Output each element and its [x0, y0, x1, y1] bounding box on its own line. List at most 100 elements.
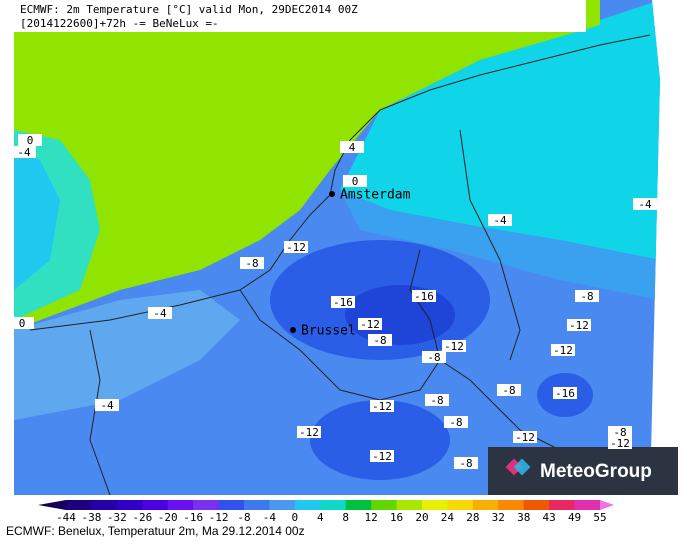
contour-label-box — [497, 384, 521, 396]
city-dot — [329, 191, 335, 197]
contour-label-box — [575, 290, 599, 302]
colorbar-segment — [142, 500, 169, 510]
contour-label: -8 — [427, 351, 440, 364]
colorbar-tick-label: -26 — [132, 511, 152, 524]
contour-label-box — [454, 457, 478, 469]
contour-label: -12 — [515, 431, 535, 444]
contour-label-box — [422, 351, 446, 363]
contour-label: 4 — [349, 141, 356, 154]
contour-label-box — [297, 426, 321, 438]
contour-label: -8 — [502, 384, 515, 397]
contour-label: -4 — [493, 214, 507, 227]
contour-label: -8 — [459, 457, 472, 470]
colorbar-segment — [116, 500, 143, 510]
colorbar-tick-label: 28 — [466, 511, 479, 524]
contour-label-box — [425, 394, 449, 406]
contour-label: -12 — [569, 319, 589, 332]
contour-label-box — [240, 257, 264, 269]
colorbar-segment — [371, 500, 398, 510]
contour-label: -12 — [372, 400, 392, 413]
colorbar-arrow — [600, 500, 614, 510]
contour-label-box — [633, 198, 657, 210]
colorbar-tick-label: 20 — [415, 511, 428, 524]
colorbar-tick-label: 8 — [342, 511, 349, 524]
header-box — [14, 0, 586, 32]
colorbar-segment — [574, 500, 601, 510]
map — [14, 0, 660, 495]
contour-label-box — [12, 146, 36, 158]
contour-label: -12 — [360, 318, 380, 331]
colorbar-segment — [269, 500, 296, 510]
contour-label-box — [148, 307, 172, 319]
contour-label: -8 — [245, 257, 258, 270]
colorbar-segment — [345, 500, 372, 510]
contour-label-box — [553, 387, 577, 399]
contour-label: -12 — [553, 344, 573, 357]
contour-label-box — [551, 344, 575, 356]
colorbar-tick-label: -16 — [183, 511, 203, 524]
contour-label-box — [331, 296, 355, 308]
contour-label-box — [513, 431, 537, 443]
colorbar-tick-label: 43 — [543, 511, 556, 524]
contour-label: -12 — [610, 437, 630, 450]
contour-label-box — [358, 318, 382, 330]
contour-label: -4 — [153, 307, 167, 320]
contour-label: -16 — [555, 387, 575, 400]
contour-label: -8 — [373, 334, 386, 347]
city-dot — [290, 327, 296, 333]
logo-icon — [513, 458, 531, 476]
city-label: Brussel — [301, 324, 356, 339]
colorbar-tick-label: -38 — [81, 511, 101, 524]
contour-label: -8 — [613, 426, 626, 439]
contour-labels: 0-4 40-4-4-12-8-16 -16 -8-40 -12-8-12-8-12 -1… — [10, 134, 657, 470]
contour-label-box — [10, 317, 34, 329]
colorbar-segment — [294, 500, 321, 510]
contour-label: -12 — [372, 450, 392, 463]
logo-text: MeteoGroup — [540, 461, 652, 482]
colorbar-segment — [66, 500, 92, 510]
contour-label-box — [284, 241, 308, 253]
colorbar-segment — [218, 500, 245, 510]
contour-label: -4 — [17, 146, 31, 159]
colorbar-arrow — [38, 500, 66, 510]
colorbar-tick-label: -44 — [56, 511, 76, 524]
colorbar-tick-label: 0 — [292, 511, 299, 524]
colorbar-segment — [91, 500, 118, 510]
city-label: Amsterdam — [340, 188, 411, 203]
colorbar-tick-label: 49 — [568, 511, 581, 524]
colorbar-segment — [396, 500, 423, 510]
contour-label-box — [368, 334, 392, 346]
contour-label-box — [370, 400, 394, 412]
colorbar: -44 -38 -32 -26 -20 -16 -12 -8 -4 0 4 8 12 16 20 24 28 32… — [38, 500, 614, 524]
footer: ECMWF: Benelux, Temperatuur 2m, Ma 29.12… — [6, 524, 305, 538]
colorbar-tick-label: -20 — [158, 511, 178, 524]
colorbar-tick-label: 24 — [441, 511, 455, 524]
header-title: ECMWF: 2m Temperature [°C] valid Mon, 29… — [20, 3, 358, 16]
colorbar-segment — [447, 500, 474, 510]
contour-label-box — [444, 416, 468, 428]
colorbar-tick-label: 32 — [492, 511, 505, 524]
contour-label: 0 — [27, 134, 34, 147]
contour-label-box — [567, 319, 591, 331]
colorbar-segment — [320, 500, 347, 510]
contour-label-box — [488, 214, 512, 226]
contour-label-box — [608, 426, 632, 438]
contour-label: 0 — [19, 317, 26, 330]
colorbar-segment — [193, 500, 220, 510]
contour-label-box — [442, 340, 466, 352]
contour-label: -12 — [299, 426, 319, 439]
colorbar-tick-label: 55 — [593, 511, 606, 524]
colorbar-tick-label: -12 — [209, 511, 229, 524]
contour-label: -8 — [580, 290, 593, 303]
colorbar-segment — [549, 500, 576, 510]
colorbar-tick-label: 38 — [517, 511, 530, 524]
contour-label: -16 — [414, 290, 434, 303]
contour-label: -8 — [449, 416, 462, 429]
contour-label: -4 — [100, 399, 114, 412]
colorbar-segment — [244, 500, 270, 510]
contour-label-box — [343, 175, 367, 187]
colorbar-segment — [498, 500, 525, 510]
colorbar-tick-label: -8 — [237, 511, 250, 524]
contour-label-box — [608, 437, 632, 449]
